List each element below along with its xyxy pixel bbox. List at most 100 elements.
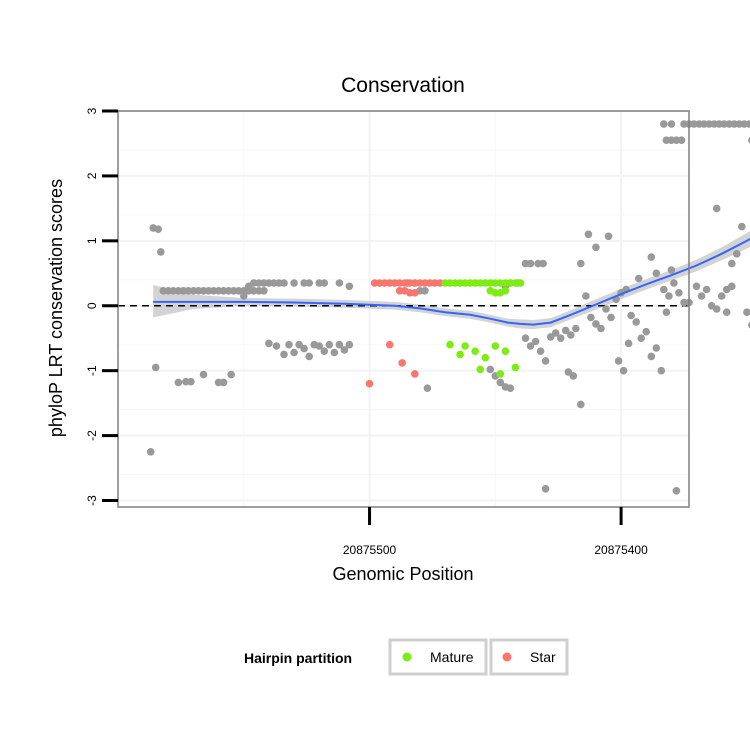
point-other <box>657 366 666 375</box>
point-other <box>607 313 615 322</box>
point-other <box>272 342 281 350</box>
point-other <box>660 120 668 128</box>
y-tick-label: 0 <box>85 302 99 309</box>
point-mature <box>481 353 490 362</box>
point-other <box>325 340 334 349</box>
y-tick-label: -2 <box>85 430 99 441</box>
point-other <box>660 285 668 294</box>
point-other <box>697 292 706 300</box>
y-axis-title: phyloP LRT conservation scores <box>46 179 66 437</box>
point-other <box>340 346 349 354</box>
point-other <box>602 305 610 313</box>
point-other <box>627 311 635 320</box>
point-other <box>280 279 288 287</box>
point-other <box>187 377 195 386</box>
point-other <box>677 136 686 144</box>
x-tick-label: 20875500 <box>343 543 397 557</box>
point-mature <box>471 347 480 356</box>
point-other <box>330 348 339 357</box>
point-mature <box>446 340 454 349</box>
point-other <box>526 342 535 350</box>
legend-key-star <box>502 652 512 662</box>
point-other <box>320 347 329 356</box>
smooth-trend-line <box>153 237 750 326</box>
y-tick-label: 2 <box>85 172 99 179</box>
point-other <box>285 340 293 349</box>
y-tick-label: -1 <box>85 365 99 376</box>
point-mature <box>456 350 464 359</box>
y-tick-label: -3 <box>85 495 99 506</box>
point-other <box>597 324 605 333</box>
point-mature <box>501 287 510 295</box>
point-other <box>496 378 505 387</box>
x-axis-title: Genomic Position <box>332 564 473 584</box>
point-other <box>300 344 308 353</box>
point-other <box>541 485 550 493</box>
chart-title: Conservation <box>341 74 465 97</box>
point-other <box>647 253 656 261</box>
point-other <box>526 259 535 268</box>
point-other <box>536 347 545 356</box>
point-other <box>733 250 741 258</box>
point-other <box>722 308 731 317</box>
point-other <box>541 357 550 365</box>
smooth-confidence-band <box>153 231 750 330</box>
point-other <box>567 331 575 339</box>
point-mature <box>496 370 505 378</box>
y-axis: -3 -2 -1 0 1 2 3 <box>85 107 118 506</box>
point-other <box>335 340 344 349</box>
point-other <box>665 292 673 300</box>
point-other <box>672 487 681 495</box>
point-star <box>411 289 419 297</box>
point-other <box>260 287 268 295</box>
point-other <box>551 329 560 337</box>
point-other <box>692 282 701 291</box>
legend-key-mature <box>402 652 412 662</box>
point-other <box>632 318 640 326</box>
point-other <box>592 243 600 252</box>
point-other <box>702 285 711 294</box>
x-axis: 20875500 20875400 <box>343 507 648 557</box>
legend: Hairpin partition Mature Star <box>244 638 569 676</box>
point-star <box>398 359 407 367</box>
point-other <box>146 448 155 456</box>
point-star <box>365 379 374 388</box>
panel-border <box>117 110 690 508</box>
point-star <box>411 370 419 378</box>
point-other <box>157 248 165 256</box>
point-other <box>521 334 530 343</box>
point-other <box>717 292 726 300</box>
point-other <box>199 370 208 379</box>
point-other <box>154 225 162 233</box>
point-other <box>561 326 570 335</box>
point-mature <box>476 365 485 374</box>
point-other <box>315 342 324 350</box>
point-other <box>619 366 628 375</box>
point-mature <box>501 347 510 356</box>
point-mature <box>516 279 525 287</box>
point-other <box>219 378 228 387</box>
point-other <box>280 350 288 359</box>
point-mature <box>511 363 520 372</box>
point-mature <box>491 342 500 350</box>
point-other <box>712 204 721 213</box>
point-other <box>151 363 160 372</box>
plot-panel <box>117 110 750 508</box>
point-other <box>539 259 547 268</box>
legend-label-star: Star <box>530 649 556 665</box>
point-other <box>587 313 595 322</box>
point-other <box>577 259 585 268</box>
point-other <box>486 365 495 374</box>
point-other <box>667 266 676 274</box>
point-other <box>240 292 248 300</box>
point-other <box>320 279 329 287</box>
legend-title: Hairpin partition <box>244 650 352 666</box>
x-tick-label: 20875400 <box>594 543 648 557</box>
point-other <box>670 279 678 287</box>
point-other <box>265 339 273 348</box>
point-other <box>345 282 354 291</box>
legend-label-mature: Mature <box>430 649 474 665</box>
point-other <box>556 334 565 343</box>
point-other <box>667 120 676 128</box>
y-tick-label: 1 <box>85 237 99 244</box>
